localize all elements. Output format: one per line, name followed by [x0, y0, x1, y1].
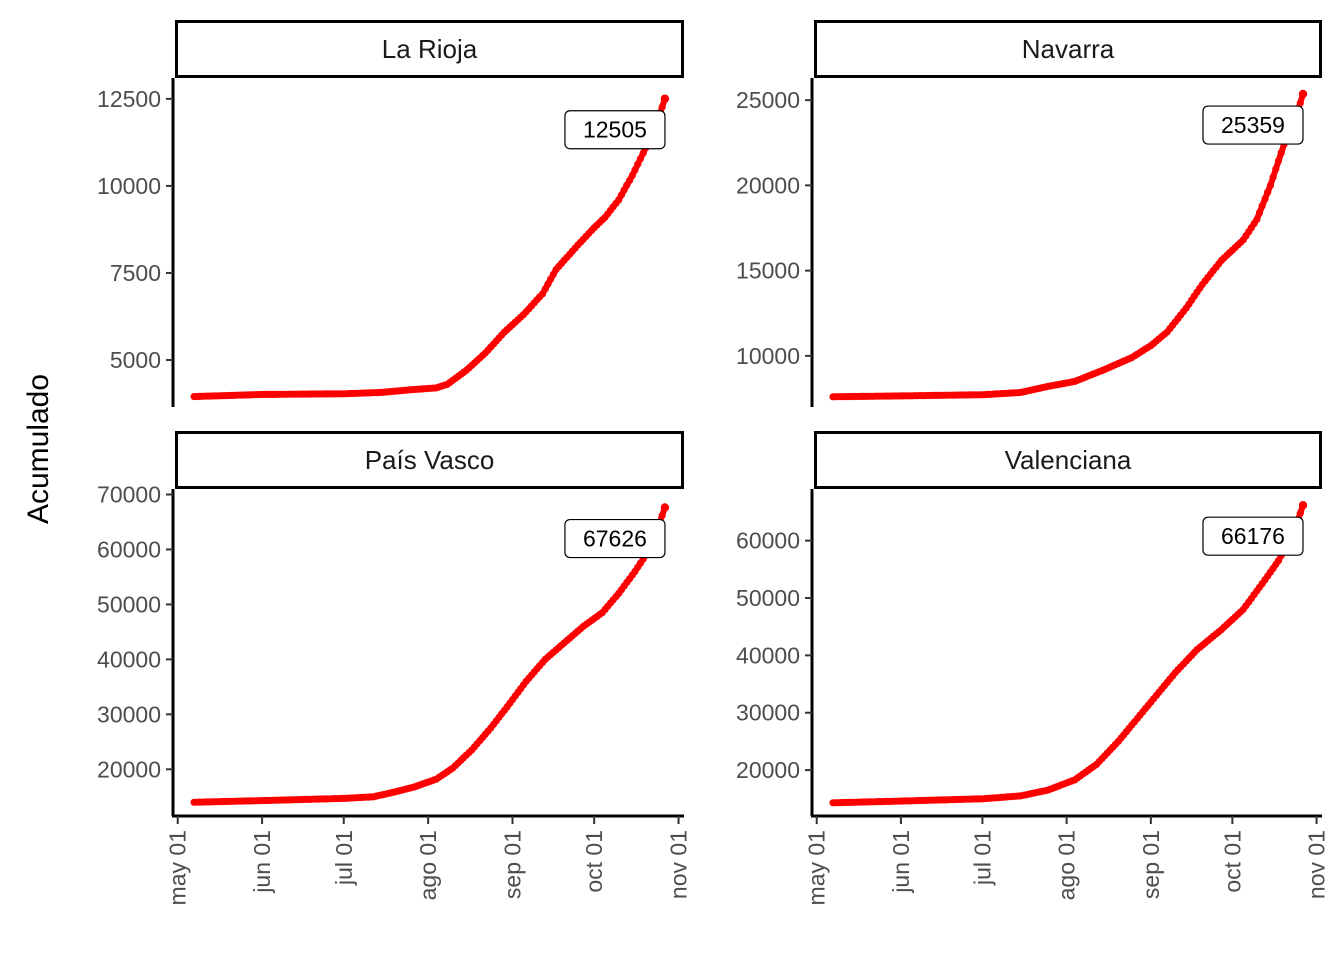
data-point-la-rioja [636, 155, 645, 163]
y-tick-label-valenciana: 50000 [736, 585, 800, 611]
data-point-navarra [1261, 195, 1269, 203]
y-tick-label-pais-vasco: 20000 [97, 756, 161, 782]
data-point-navarra [1272, 165, 1280, 173]
x-tick-label-valenciana: sep 01 [1138, 830, 1164, 899]
data-point-la-rioja [639, 149, 647, 157]
x-tick-label-valenciana: jul 01 [969, 830, 995, 886]
y-tick-label-valenciana: 20000 [736, 757, 800, 783]
y-tick-label-la-rioja: 7500 [110, 260, 161, 286]
panel-strip-navarra [814, 20, 1322, 78]
end-value-box-la-rioja [564, 110, 666, 150]
panel-strip-label-navarra: Navarra [1022, 34, 1115, 64]
panel-pais-vasco: País Vasco 20000 30000 40000 50000 60000 70000… [97, 431, 692, 905]
y-tick-label-pais-vasco: 70000 [97, 481, 161, 507]
panel-navarra: Navarra 10000 15000 20000 25000 25359 [736, 20, 1322, 407]
end-value-box-valenciana [1202, 516, 1304, 556]
end-value-label-navarra: 25359 [1221, 112, 1285, 138]
end-value-box-pais-vasco [564, 518, 666, 559]
data-point-navarra [1253, 215, 1261, 224]
panel-strip-la-rioja [175, 20, 684, 78]
data-point-navarra [1274, 157, 1283, 165]
y-tick-label-valenciana: 60000 [736, 528, 800, 554]
y-tick-label-la-rioja: 5000 [110, 347, 161, 373]
end-value-label-pais-vasco: 67626 [583, 526, 647, 552]
data-point-valenciana [1298, 501, 1308, 510]
x-tick-label-pais-vasco: jun 01 [249, 830, 275, 894]
data-point-la-rioja [634, 160, 642, 168]
data-point-navarra [1264, 188, 1272, 196]
data-point-la-rioja [658, 103, 666, 111]
y-tick-label-la-rioja: 12500 [97, 86, 161, 112]
data-point-navarra [1296, 99, 1304, 107]
data-point-pais-vasco [658, 511, 666, 519]
x-tick-label-pais-vasco: jul 01 [331, 830, 357, 886]
data-point-la-rioja [631, 166, 639, 174]
y-tick-label-navarra: 25000 [736, 87, 800, 113]
panel-la-rioja: La Rioja 5000 7500 10000 12500 12505 [97, 20, 684, 407]
data-point-la-rioja [660, 94, 670, 103]
data-point-navarra [1255, 209, 1264, 217]
x-tick-label-valenciana: oct 01 [1219, 830, 1245, 893]
data-point-pais-vasco [660, 503, 670, 512]
x-tick-label-pais-vasco: ago 01 [415, 830, 441, 900]
y-tick-label-pais-vasco: 30000 [97, 701, 161, 727]
data-point-navarra [1258, 202, 1266, 210]
data-point-valenciana [1296, 509, 1304, 517]
y-tick-label-pais-vasco: 50000 [97, 591, 161, 617]
data-point-navarra [1269, 173, 1277, 181]
panel-strip-pais-vasco [175, 431, 684, 489]
y-axis-title: Acumulado [22, 374, 55, 524]
end-value-label-la-rioja: 12505 [583, 117, 647, 143]
panel-strip-label-la-rioja: La Rioja [382, 34, 478, 64]
y-tick-label-la-rioja: 10000 [97, 173, 161, 199]
data-point-la-rioja [628, 171, 636, 180]
data-point-navarra [1266, 181, 1274, 189]
y-tick-label-navarra: 20000 [736, 172, 800, 198]
y-tick-label-valenciana: 40000 [736, 642, 800, 668]
y-tick-label-navarra: 15000 [736, 258, 800, 284]
x-tick-label-pais-vasco: nov 01 [666, 830, 692, 899]
data-point-navarra [1298, 89, 1308, 99]
y-tick-label-pais-vasco: 60000 [97, 536, 161, 562]
x-tick-label-pais-vasco: sep 01 [500, 830, 526, 899]
y-tick-label-pais-vasco: 40000 [97, 646, 161, 672]
y-tick-label-valenciana: 30000 [736, 700, 800, 726]
panel-valenciana: Valenciana 20000 30000 40000 50000 60000 may 0… [736, 431, 1330, 905]
panel-strip-label-pais-vasco: País Vasco [365, 445, 495, 475]
x-tick-label-valenciana: nov 01 [1304, 830, 1330, 899]
end-value-box-navarra [1202, 105, 1304, 145]
x-tick-label-valenciana: ago 01 [1054, 830, 1080, 900]
x-tick-label-pais-vasco: may 01 [165, 830, 191, 905]
y-tick-label-navarra: 10000 [736, 343, 800, 369]
panel-strip-valenciana [814, 431, 1322, 489]
panel-strip-label-valenciana: Valenciana [1005, 445, 1132, 475]
x-tick-label-valenciana: jun 01 [888, 830, 914, 894]
end-value-label-valenciana: 66176 [1221, 523, 1285, 549]
x-tick-label-pais-vasco: oct 01 [581, 830, 607, 893]
x-tick-label-valenciana: may 01 [804, 830, 830, 905]
data-point-navarra [1277, 149, 1285, 157]
